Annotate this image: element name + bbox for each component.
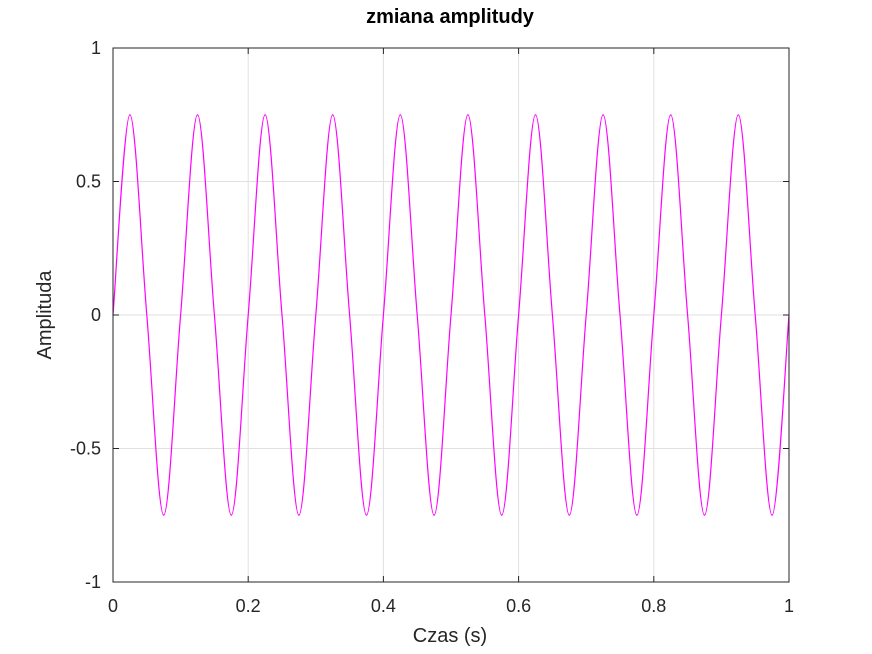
x-tick-label: 0.2	[236, 596, 261, 616]
y-tick-label: -1	[85, 572, 101, 592]
chart-title: zmiana amplitudy	[366, 6, 535, 28]
tick-labels: 0 0.2 0.4 0.6 0.8 1 -1 -0.5 0 0.5 1	[70, 38, 794, 616]
x-tick-label: 0.4	[371, 596, 396, 616]
series-layer	[112, 114, 790, 516]
ticks	[112, 47, 790, 583]
y-tick-label: -0.5	[70, 439, 101, 459]
x-tick-label: 1	[784, 596, 794, 616]
y-axis-label: Amplituda	[34, 270, 56, 360]
y-tick-label: 1	[91, 38, 101, 58]
x-tick-label: 0.6	[506, 596, 531, 616]
y-tick-label: 0	[91, 305, 101, 325]
series-line	[112, 114, 790, 516]
x-axis-label: Czas (s)	[413, 625, 487, 647]
y-tick-label: 0.5	[76, 172, 101, 192]
x-tick-label: 0	[108, 596, 118, 616]
x-tick-label: 0.8	[641, 596, 666, 616]
